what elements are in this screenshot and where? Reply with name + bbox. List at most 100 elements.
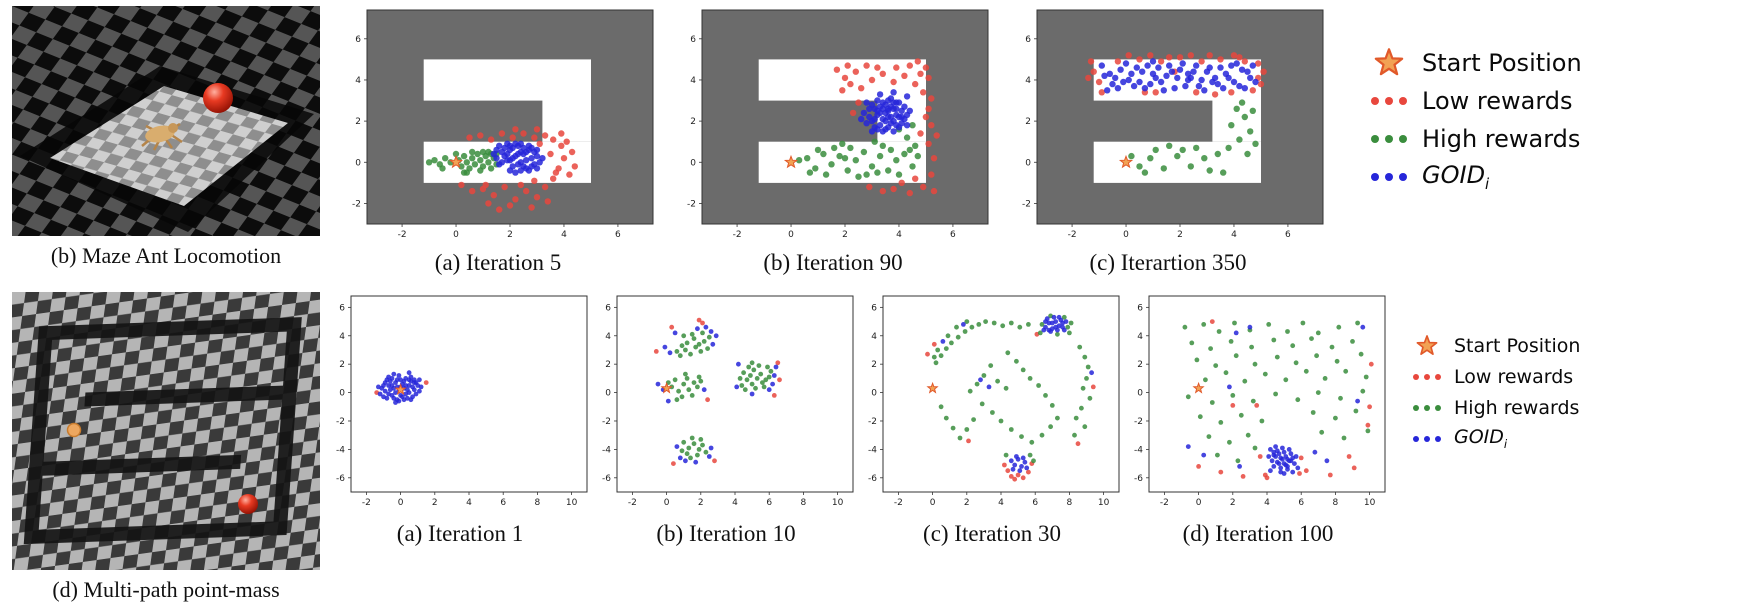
scatter-plot-pm-iteration-30: -2 0 2 4 6 8 10 -6 -4 -2 0 2 4 6: [868, 295, 1120, 508]
svg-text:4: 4: [339, 332, 345, 342]
points-low-rewards: [1085, 52, 1267, 98]
svg-text:0: 0: [1137, 389, 1143, 399]
points-goid: [858, 89, 913, 135]
svg-text:0: 0: [930, 498, 936, 508]
svg-text:6: 6: [1025, 35, 1031, 45]
legend-item-start-position: Start Position: [1356, 44, 1582, 82]
svg-text:0: 0: [355, 158, 361, 168]
ant-robot-icon: [141, 122, 183, 151]
svg-text:4: 4: [605, 332, 611, 342]
low-rewards-dots-icon: [1400, 373, 1454, 380]
start-position-marker: [448, 154, 464, 169]
points-low-rewards: [653, 317, 782, 466]
legend-label-start-position: Start Position: [1422, 49, 1582, 77]
goal-ball-icon: [238, 494, 258, 514]
points-goid: [490, 140, 546, 176]
svg-text:2: 2: [1137, 360, 1143, 370]
scatter-plot-pm-iteration-10: -2 0 2 4 6 8 10 -6 -4 -2 0 2 4 6: [602, 295, 854, 508]
svg-text:-6: -6: [1134, 474, 1143, 484]
plot-box-bot-c: -2 0 2 4 6 8 10 -6 -4 -2 0 2 4 6 (c) Iteration 30: [856, 290, 1128, 547]
plot-caption-bot-d: (d) Iteration 100: [1182, 521, 1334, 546]
legend-label-high-rewards: High rewards: [1454, 396, 1580, 419]
svg-text:0: 0: [453, 230, 459, 240]
scatter-plot-pm-iteration-100: -2 0 2 4 6 8 10 -6 -4 -2 0 2 4 6: [1134, 295, 1386, 508]
legend-item-low-rewards: Low rewards: [1400, 361, 1580, 392]
points-goid: [1185, 324, 1366, 476]
svg-text:2: 2: [1025, 117, 1031, 127]
svg-text:4: 4: [690, 76, 696, 86]
legend-item-low-rewards: Low rewards: [1356, 82, 1582, 120]
svg-text:6: 6: [500, 498, 506, 508]
plot-box-bot-d: -2 0 2 4 6 8 10 -6 -4 -2 0 2 4 6 (d) Iteration 100: [1122, 290, 1394, 547]
points-low-rewards: [925, 331, 1096, 482]
high-rewards-dots-icon: [1356, 135, 1422, 143]
legend-bottom: Start Position Low rewards High rewards …: [1400, 330, 1580, 454]
svg-text:2: 2: [355, 117, 361, 127]
plot-caption-bot-a: (a) Iteration 1: [396, 521, 524, 546]
svg-text:8: 8: [1333, 498, 1339, 508]
points-high-rewards: [1182, 320, 1371, 464]
svg-text:-2: -2: [398, 230, 407, 240]
svg-text:-4: -4: [602, 445, 611, 455]
svg-text:-4: -4: [336, 445, 345, 455]
svg-text:-6: -6: [868, 474, 877, 484]
svg-text:0: 0: [871, 389, 877, 399]
svg-text:6: 6: [339, 303, 345, 313]
svg-text:-2: -2: [336, 417, 345, 427]
points-goid: [1098, 58, 1259, 94]
points-high-rewards: [795, 122, 921, 180]
svg-text:4: 4: [871, 332, 877, 342]
axis-ticks: -2 0 2 4 6 8 10 -6 -4 -2 0 2 4 6: [336, 303, 578, 508]
scatter-plot-pm-iteration-1: -2 0 2 4 6 8 10 -6 -4 -2 0 2 4 6: [336, 295, 588, 508]
svg-text:2: 2: [690, 117, 696, 127]
points-low-rewards: [833, 58, 940, 197]
svg-text:0: 0: [1123, 230, 1129, 240]
goid-dots-icon: [1356, 173, 1422, 181]
high-rewards-dots-icon: [1400, 404, 1454, 411]
svg-text:4: 4: [561, 230, 567, 240]
plot-area: [366, 9, 654, 225]
svg-text:2: 2: [871, 360, 877, 370]
plot-area: [1036, 9, 1324, 225]
points-low-rewards: [458, 126, 578, 213]
point-mass-figure: (d) Multi-path point-mass: [12, 292, 320, 603]
legend-label-goid: GOIDi: [1454, 426, 1508, 451]
svg-text:6: 6: [766, 498, 772, 508]
plot-area: [701, 9, 989, 225]
point-mass-caption: (d) Multi-path point-mass: [52, 577, 280, 602]
svg-text:6: 6: [1137, 303, 1143, 313]
svg-text:4: 4: [1025, 76, 1031, 86]
svg-text:8: 8: [801, 498, 807, 508]
svg-text:-2: -2: [628, 498, 637, 508]
svg-text:-4: -4: [1134, 445, 1143, 455]
svg-text:8: 8: [535, 498, 541, 508]
scatter-plot-maze-iteration-5: -2 0 2 4 6 -2 0 2 4 6: [352, 9, 654, 240]
svg-text:2: 2: [432, 498, 438, 508]
plot-area: [882, 295, 1120, 493]
svg-text:-2: -2: [602, 417, 611, 427]
points-goid: [940, 314, 1094, 474]
legend-item-goid: GOIDi: [1400, 423, 1580, 454]
svg-text:2: 2: [842, 230, 848, 240]
points-goid: [655, 324, 779, 465]
points-high-rewards: [665, 330, 774, 461]
svg-text:8: 8: [1067, 498, 1073, 508]
svg-text:10: 10: [1098, 498, 1110, 508]
plot-caption-bot-c: (c) Iteration 30: [923, 521, 1061, 546]
legend-label-start-position: Start Position: [1454, 334, 1581, 357]
svg-text:6: 6: [355, 35, 361, 45]
svg-text:4: 4: [466, 498, 472, 508]
plot-box-top-b: -2 0 2 4 6 -2 0 2 4 6 (b) Iteration 90: [668, 2, 998, 276]
svg-text:0: 0: [1196, 498, 1202, 508]
svg-text:0: 0: [339, 389, 345, 399]
start-position-marker: [1192, 381, 1205, 394]
goid-dots-icon: [1400, 435, 1454, 442]
legend-item-high-rewards: High rewards: [1356, 120, 1582, 158]
svg-text:-2: -2: [1022, 199, 1031, 209]
axis-ticks: -2 0 2 4 6 8 10 -6 -4 -2 0 2 4 6: [602, 303, 844, 508]
maze-ant-render-image: [12, 6, 320, 236]
svg-text:6: 6: [1032, 498, 1038, 508]
start-position-marker: [783, 154, 799, 169]
svg-text:6: 6: [950, 230, 956, 240]
legend-label-high-rewards: High rewards: [1422, 125, 1581, 153]
